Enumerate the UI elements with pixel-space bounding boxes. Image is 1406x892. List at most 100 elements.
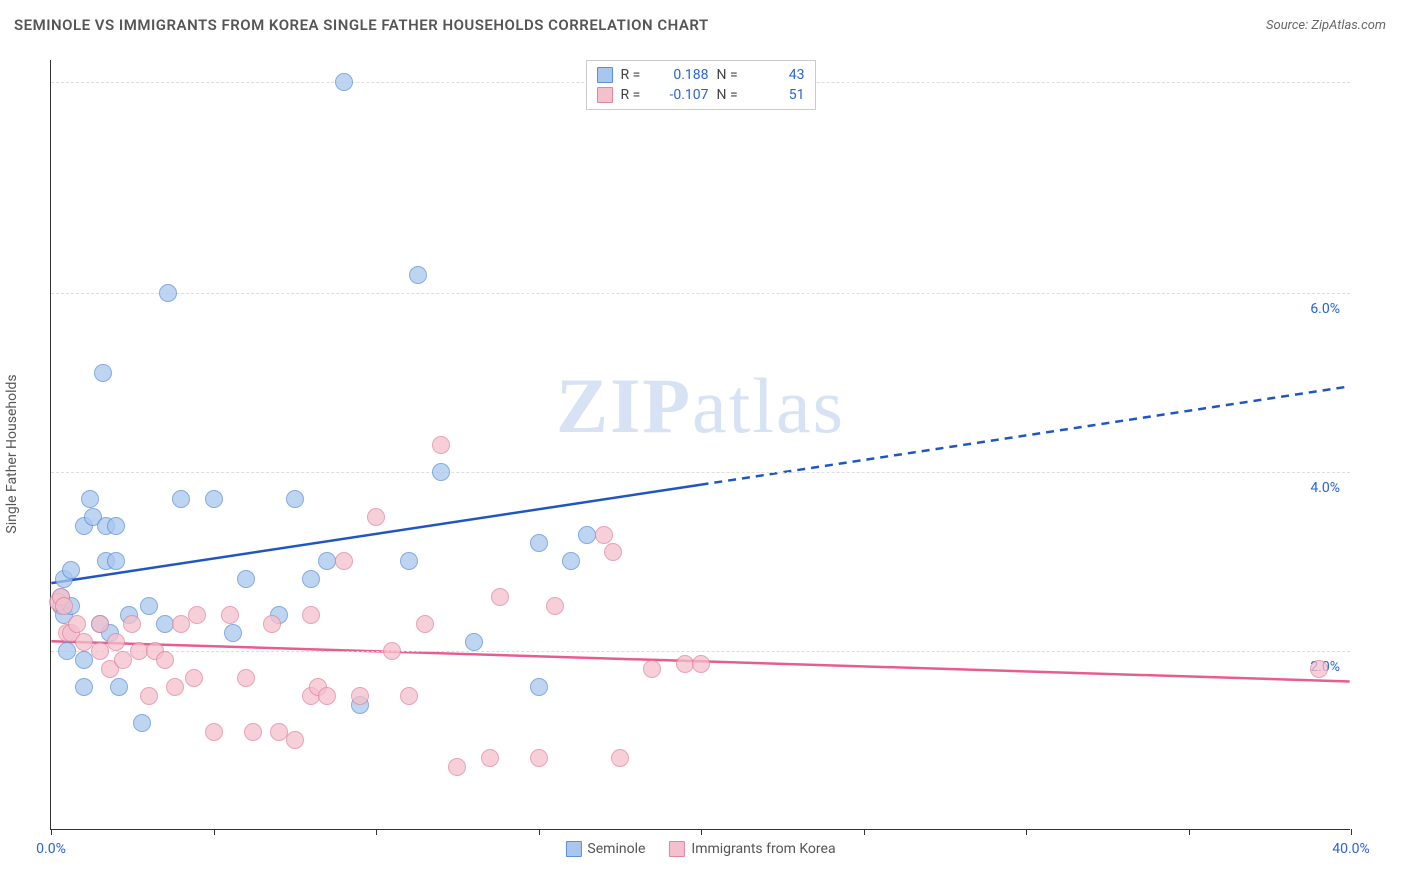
- swatch-korea: [597, 87, 613, 103]
- legend-label-korea: Immigrants from Korea: [691, 841, 835, 857]
- data-point-seminole: [465, 633, 483, 651]
- data-point-seminole: [172, 490, 190, 508]
- data-point-korea: [205, 723, 223, 741]
- y-axis-label: Single Father Households: [4, 374, 20, 533]
- x-tick: [376, 829, 377, 835]
- data-point-korea: [546, 597, 564, 615]
- data-point-seminole: [205, 490, 223, 508]
- data-point-korea: [107, 633, 125, 651]
- swatch-seminole: [597, 67, 613, 83]
- data-point-seminole: [62, 561, 80, 579]
- x-tick: [51, 829, 52, 835]
- swatch-korea-icon: [669, 841, 685, 857]
- x-tick: [214, 829, 215, 835]
- data-point-seminole: [335, 73, 353, 91]
- data-point-seminole: [75, 651, 93, 669]
- data-point-korea: [318, 687, 336, 705]
- data-point-korea: [68, 615, 86, 633]
- data-point-korea: [286, 731, 304, 749]
- data-point-seminole: [562, 552, 580, 570]
- chart-title: SEMINOLE VS IMMIGRANTS FROM KOREA SINGLE…: [14, 16, 709, 34]
- x-tick: [1189, 829, 1190, 835]
- data-point-korea: [692, 655, 710, 673]
- data-point-korea: [75, 633, 93, 651]
- data-point-korea: [156, 651, 174, 669]
- data-point-korea: [172, 615, 190, 633]
- data-point-korea: [302, 606, 320, 624]
- data-point-seminole: [110, 678, 128, 696]
- data-point-korea: [416, 615, 434, 633]
- data-point-korea: [140, 687, 158, 705]
- gridline: [51, 472, 1350, 473]
- swatch-seminole-icon: [565, 841, 581, 857]
- data-point-seminole: [94, 364, 112, 382]
- x-tick: [864, 829, 865, 835]
- legend-row-seminole: R = 0.188 N = 43: [597, 65, 805, 85]
- data-point-korea: [367, 508, 385, 526]
- data-point-korea: [91, 642, 109, 660]
- data-point-korea: [237, 669, 255, 687]
- data-point-korea: [1310, 660, 1328, 678]
- legend-label-seminole: Seminole: [587, 841, 645, 857]
- data-point-korea: [491, 588, 509, 606]
- data-point-korea: [530, 749, 548, 767]
- data-point-seminole: [400, 552, 418, 570]
- data-point-korea: [185, 669, 203, 687]
- data-point-korea: [221, 606, 239, 624]
- data-point-korea: [383, 642, 401, 660]
- source-attribution: Source: ZipAtlas.com: [1266, 18, 1386, 33]
- correlation-legend: R = 0.188 N = 43 R = -0.107 N = 51: [586, 60, 816, 110]
- chart-header: SEMINOLE VS IMMIGRANTS FROM KOREA SINGLE…: [0, 0, 1406, 50]
- data-point-seminole: [140, 597, 158, 615]
- data-point-seminole: [224, 624, 242, 642]
- data-point-seminole: [237, 570, 255, 588]
- data-point-seminole: [75, 678, 93, 696]
- data-point-seminole: [302, 570, 320, 588]
- data-point-korea: [611, 749, 629, 767]
- data-point-seminole: [58, 642, 76, 660]
- data-point-korea: [595, 526, 613, 544]
- data-point-korea: [400, 687, 418, 705]
- series-legend: Seminole Immigrants from Korea: [565, 841, 835, 857]
- data-point-korea: [432, 436, 450, 454]
- data-point-korea: [188, 606, 206, 624]
- data-point-korea: [55, 597, 73, 615]
- data-point-seminole: [107, 517, 125, 535]
- data-point-korea: [335, 552, 353, 570]
- y-tick-label: 6.0%: [1310, 301, 1340, 317]
- data-point-korea: [91, 615, 109, 633]
- data-point-seminole: [107, 552, 125, 570]
- data-point-korea: [263, 615, 281, 633]
- x-tick: [539, 829, 540, 835]
- data-point-korea: [244, 723, 262, 741]
- data-point-korea: [166, 678, 184, 696]
- data-point-seminole: [159, 284, 177, 302]
- legend-item-seminole: Seminole: [565, 841, 645, 857]
- trend-line: [701, 386, 1350, 484]
- data-point-seminole: [530, 534, 548, 552]
- data-point-seminole: [530, 678, 548, 696]
- x-tick-label: 40.0%: [1332, 841, 1370, 857]
- data-point-korea: [604, 543, 622, 561]
- y-tick-label: 4.0%: [1310, 480, 1340, 496]
- data-point-korea: [481, 749, 499, 767]
- x-tick: [701, 829, 702, 835]
- trend-lines-layer: [51, 60, 1350, 829]
- data-point-seminole: [409, 266, 427, 284]
- gridline: [51, 293, 1350, 294]
- x-tick: [1026, 829, 1027, 835]
- data-point-korea: [123, 615, 141, 633]
- x-tick: [1351, 829, 1352, 835]
- legend-row-korea: R = -0.107 N = 51: [597, 85, 805, 105]
- watermark-text: ZIPatlas: [556, 361, 845, 451]
- data-point-korea: [270, 723, 288, 741]
- scatter-plot-area: ZIPatlas R = 0.188 N = 43 R = -0.107 N =…: [50, 60, 1350, 830]
- x-tick-label: 0.0%: [36, 841, 66, 857]
- legend-item-korea: Immigrants from Korea: [669, 841, 835, 857]
- data-point-korea: [643, 660, 661, 678]
- data-point-korea: [114, 651, 132, 669]
- data-point-korea: [448, 758, 466, 776]
- data-point-seminole: [133, 714, 151, 732]
- data-point-seminole: [432, 463, 450, 481]
- data-point-korea: [351, 687, 369, 705]
